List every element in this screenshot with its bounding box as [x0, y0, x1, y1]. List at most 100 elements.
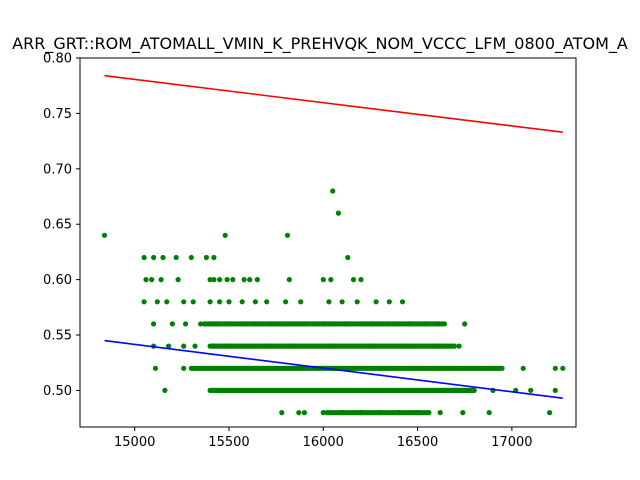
data-point — [330, 188, 336, 194]
data-point — [320, 321, 326, 327]
data-point — [141, 254, 147, 261]
points-layer — [101, 188, 566, 416]
y-tick-label: 0.60 — [43, 273, 72, 288]
data-point — [456, 343, 462, 349]
data-point — [433, 343, 439, 349]
data-point — [254, 277, 260, 283]
data-point — [226, 343, 232, 349]
data-point — [552, 387, 558, 393]
data-point — [284, 232, 291, 238]
data-point — [160, 254, 166, 261]
x-tick-label: 16500 — [397, 435, 438, 450]
data-point — [252, 299, 258, 305]
data-point — [152, 365, 158, 371]
data-point — [169, 321, 175, 327]
data-point — [239, 299, 245, 305]
upper-limit-line — [104, 74, 563, 133]
y-tick-label: 0.50 — [43, 384, 72, 399]
data-point — [149, 277, 155, 283]
data-point — [164, 299, 170, 305]
data-point — [217, 299, 223, 305]
data-point — [452, 365, 458, 371]
y-axis: 0.50 0.55 0.60 0.65 0.70 0.75 0.80 — [43, 52, 80, 399]
data-point — [441, 321, 447, 327]
data-point — [241, 277, 247, 283]
data-point — [330, 343, 336, 349]
data-point — [339, 299, 345, 305]
data-point — [528, 387, 534, 393]
data-point — [339, 387, 345, 393]
x-tick-label: 15000 — [114, 435, 155, 450]
data-point — [211, 387, 217, 393]
data-point — [451, 343, 458, 349]
x-tick-label: 17000 — [491, 435, 532, 450]
data-point — [452, 387, 458, 393]
data-point — [407, 321, 413, 327]
data-point — [283, 321, 289, 327]
data-point — [181, 365, 187, 371]
data-point — [367, 343, 373, 349]
data-point — [345, 254, 351, 261]
data-point — [283, 365, 289, 371]
data-point — [181, 343, 187, 349]
data-point — [399, 299, 406, 305]
data-point — [435, 321, 441, 327]
data-point — [175, 277, 181, 283]
data-point — [245, 365, 251, 371]
data-point — [286, 277, 292, 283]
x-axis: 15000 15500 16000 16500 17000 — [114, 427, 533, 450]
data-point — [460, 410, 466, 416]
data-point — [230, 277, 236, 283]
data-point — [190, 299, 196, 305]
data-point — [198, 321, 204, 327]
data-point — [426, 410, 432, 416]
data-point — [245, 343, 251, 349]
data-point — [358, 277, 364, 283]
data-point — [183, 321, 189, 327]
data-point — [283, 299, 289, 305]
data-point — [267, 321, 274, 327]
data-point — [211, 254, 217, 261]
data-point — [203, 254, 209, 261]
data-point — [143, 277, 149, 283]
data-point — [490, 365, 496, 371]
data-point — [499, 365, 505, 371]
data-point — [173, 254, 179, 261]
data-point — [335, 210, 341, 216]
data-point — [301, 410, 307, 416]
data-point — [405, 343, 411, 349]
data-point — [264, 343, 270, 349]
data-point — [264, 299, 270, 305]
data-point — [373, 299, 379, 305]
data-point — [486, 410, 492, 416]
data-point — [552, 365, 558, 371]
data-point — [217, 277, 223, 283]
data-point — [296, 410, 302, 416]
data-point — [471, 387, 477, 393]
data-point — [343, 321, 349, 327]
data-point — [339, 410, 345, 416]
data-point — [188, 254, 194, 261]
data-point — [222, 232, 228, 238]
data-point — [245, 387, 251, 393]
lines-layer — [104, 74, 563, 399]
trend-line — [104, 339, 563, 399]
data-point — [377, 410, 383, 416]
data-point — [207, 299, 213, 305]
data-point — [279, 410, 285, 416]
data-point — [141, 299, 147, 305]
data-point — [166, 343, 172, 349]
data-point — [415, 365, 421, 371]
data-point — [560, 365, 566, 371]
data-point — [462, 321, 468, 327]
x-tick-label: 15500 — [208, 435, 249, 450]
data-point — [298, 299, 304, 305]
data-point — [384, 321, 390, 327]
data-point — [162, 387, 168, 393]
data-point — [354, 299, 360, 305]
data-point — [226, 321, 232, 327]
data-point — [154, 299, 160, 305]
data-point — [369, 321, 375, 327]
data-point — [252, 321, 258, 327]
data-point — [224, 277, 230, 283]
